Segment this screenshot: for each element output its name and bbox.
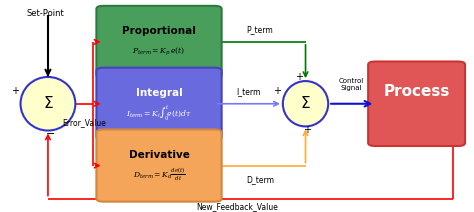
Text: Σ: Σ — [301, 96, 310, 111]
Text: Integral: Integral — [136, 88, 182, 98]
FancyBboxPatch shape — [96, 6, 222, 78]
Text: Σ: Σ — [43, 96, 53, 111]
Ellipse shape — [283, 81, 328, 126]
Text: Set-Point: Set-Point — [27, 8, 64, 18]
FancyBboxPatch shape — [96, 130, 222, 202]
Text: +: + — [273, 86, 281, 96]
Ellipse shape — [20, 77, 75, 131]
Text: $I_{term}=K_i\int_0^t\!e(t)d\tau$: $I_{term}=K_i\int_0^t\!e(t)d\tau$ — [126, 103, 192, 123]
Text: D_term: D_term — [246, 176, 274, 184]
Text: New_Feedback_Value: New_Feedback_Value — [196, 202, 278, 211]
Text: +: + — [303, 125, 311, 135]
Text: Derivative: Derivative — [128, 150, 190, 160]
Text: $P_{term}=K_p\,e(t)$: $P_{term}=K_p\,e(t)$ — [132, 45, 186, 57]
Text: Error_Value: Error_Value — [62, 118, 106, 127]
Text: Proportional: Proportional — [122, 26, 196, 36]
Text: Control
Signal: Control Signal — [339, 78, 365, 91]
FancyBboxPatch shape — [96, 68, 222, 140]
FancyBboxPatch shape — [368, 61, 465, 146]
Text: I_term: I_term — [237, 87, 261, 96]
Text: −: − — [46, 129, 55, 139]
Text: +: + — [295, 72, 303, 82]
Text: $D_{term}=K_d\frac{de(t)}{dt}$: $D_{term}=K_d\frac{de(t)}{dt}$ — [133, 167, 185, 183]
Text: +: + — [11, 86, 19, 96]
Text: Process: Process — [383, 84, 450, 99]
Text: P_term: P_term — [246, 25, 273, 34]
